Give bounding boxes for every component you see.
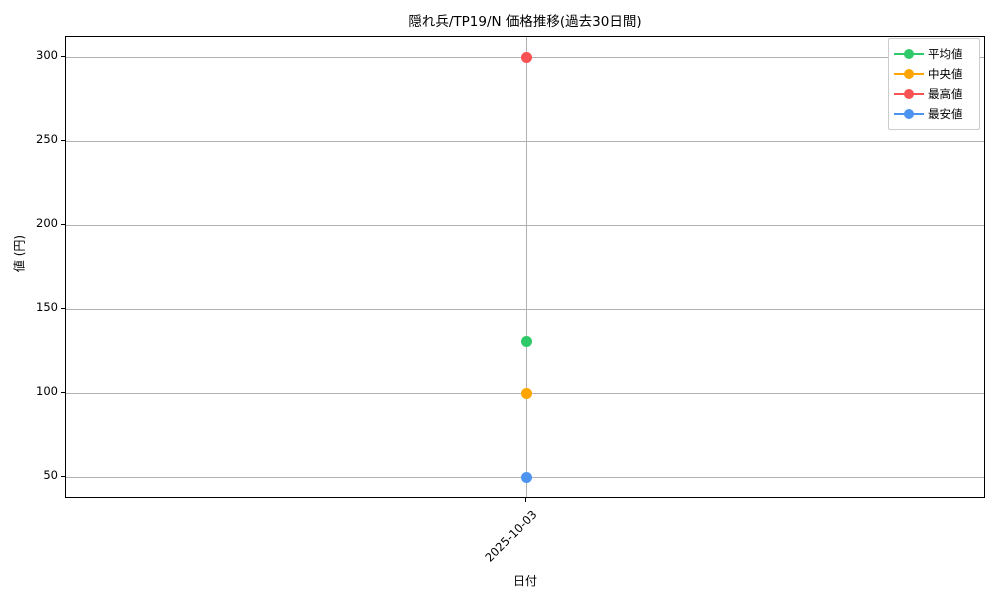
chart-title: 隠れ兵/TP19/N 価格推移(過去30日間): [408, 14, 642, 30]
y-axis-tick-label: 50: [43, 468, 58, 483]
y-axis-tick-mark: [61, 140, 65, 142]
y-axis-tick-mark: [61, 476, 65, 478]
y-axis-tick-label: 100: [36, 384, 58, 399]
y-axis-tick-label: 250: [36, 132, 58, 147]
legend-item-0[interactable]: 平均値: [894, 44, 973, 64]
data-point-marker: [520, 471, 532, 483]
gridline-horizontal: [66, 225, 984, 227]
legend-label: 最高値: [928, 87, 963, 101]
data-point-marker: [520, 387, 532, 399]
legend-marker-icon: [894, 68, 924, 80]
legend-marker-icon: [894, 88, 924, 100]
legend-label: 中央値: [928, 67, 963, 81]
legend-marker-icon: [894, 108, 924, 120]
legend-marker-icon: [894, 48, 924, 60]
legend-item-3[interactable]: 最安値: [894, 104, 973, 124]
legend-dot-swatch: [904, 69, 914, 79]
y-axis-tick-mark: [61, 308, 65, 310]
data-point-marker: [520, 51, 532, 63]
legend-item-2[interactable]: 最高値: [894, 84, 973, 104]
y-axis-tick-mark: [61, 392, 65, 394]
gridline-vertical: [526, 37, 527, 497]
chart-legend[interactable]: 平均値中央値最高値最安値: [888, 38, 980, 130]
y-axis-tick-label: 200: [36, 216, 58, 231]
legend-item-1[interactable]: 中央値: [894, 64, 973, 84]
legend-dot-swatch: [904, 109, 914, 119]
x-axis-tick-label: 2025-10-03: [482, 507, 540, 565]
x-axis-label: 日付: [512, 574, 537, 588]
y-axis-tick-label: 300: [36, 48, 58, 63]
legend-dot-swatch: [904, 89, 914, 99]
gridline-horizontal: [66, 309, 984, 311]
legend-dot-swatch: [904, 49, 914, 59]
y-axis-tick-label: 150: [36, 300, 58, 315]
plot-area: [65, 36, 985, 498]
y-axis-tick-mark: [61, 224, 65, 226]
data-point-marker: [520, 335, 532, 347]
legend-label: 最安値: [928, 107, 963, 121]
gridline-horizontal: [66, 141, 984, 143]
y-axis-tick-mark: [61, 56, 65, 58]
x-axis-tick-mark: [525, 498, 526, 502]
legend-label: 平均値: [928, 47, 963, 61]
